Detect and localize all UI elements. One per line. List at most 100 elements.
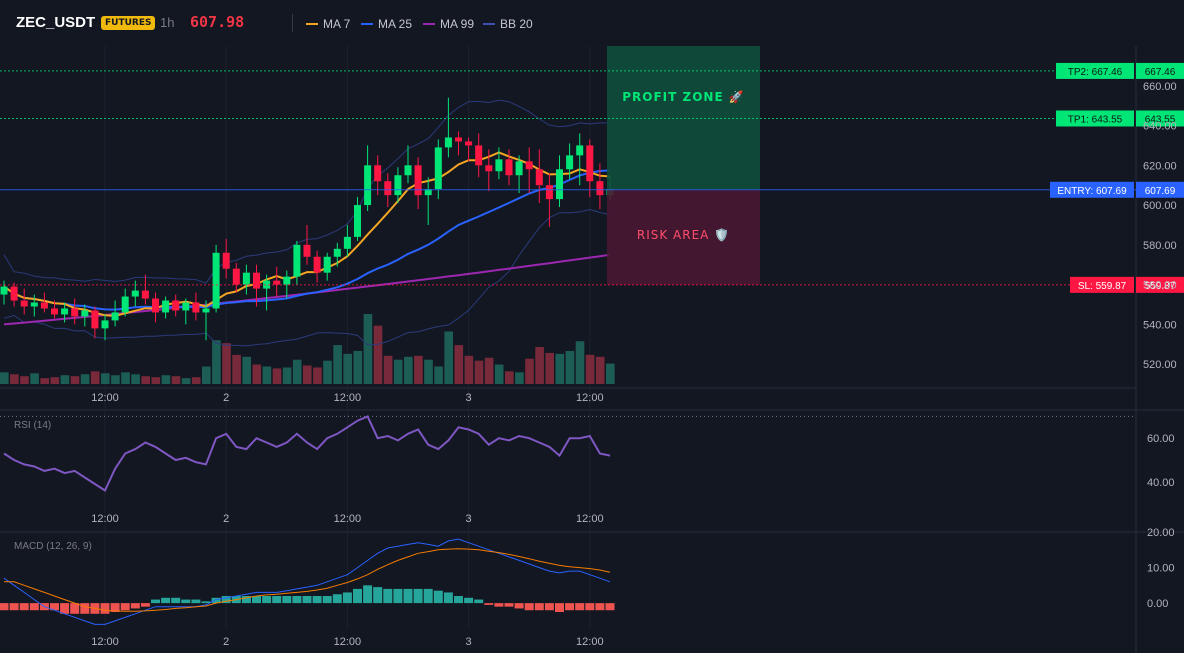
price-tick-label: 640.00	[1143, 121, 1177, 133]
macd-line	[3, 538, 611, 625]
volume-bar	[101, 373, 110, 384]
futures-badge: FUTURES	[101, 16, 156, 30]
volume-bar	[444, 331, 453, 384]
time-tick-label: 12:00	[334, 392, 362, 404]
candle-body	[475, 145, 483, 166]
macd-histogram-bar	[19, 603, 29, 611]
volume-bar	[555, 353, 565, 384]
macd-histogram-bar	[575, 603, 585, 611]
volume-bar	[232, 354, 241, 384]
candle-body	[40, 302, 48, 309]
legend-ma7[interactable]: MA 7	[306, 17, 350, 31]
macd-histogram-bar	[504, 603, 514, 607]
candle-body	[20, 300, 28, 307]
candle-body	[273, 280, 281, 285]
time-tick-label: 12:00	[576, 392, 604, 404]
legend-ma25[interactable]: MA 25	[361, 17, 412, 31]
macd-histogram-bar	[161, 597, 171, 604]
legend-ma99[interactable]: MA 99	[423, 17, 474, 31]
timeframe-label[interactable]: 1h	[160, 15, 175, 30]
volume-bar	[181, 378, 191, 384]
candle-body	[81, 310, 89, 317]
macd-histogram-bar	[282, 596, 292, 604]
macd-histogram-bar	[353, 588, 362, 604]
macd-signal-line	[4, 548, 611, 612]
macd-histogram-bar	[140, 603, 150, 607]
volume-bar	[575, 341, 585, 384]
symbol-name[interactable]: ZEC_USDT	[16, 14, 96, 31]
macd-histogram-bar	[9, 603, 19, 611]
legend-bb20[interactable]: BB 20	[483, 17, 533, 31]
level-tag-label-tp2: TP2: 667.46	[1068, 67, 1123, 78]
macd-histogram-bar	[272, 596, 282, 604]
macd-histogram-bar	[60, 603, 70, 614]
level-tag-entry	[1050, 181, 1134, 198]
time-tick-label: 2	[223, 392, 229, 404]
time-tick-label: 12:00	[334, 636, 362, 648]
candle-body	[465, 141, 473, 146]
legend-bb20-label: BB 20	[500, 17, 533, 31]
candle-body	[596, 181, 604, 196]
candle-body	[162, 300, 170, 313]
candle-body	[51, 308, 58, 315]
price-tick-label: 660.00	[1143, 81, 1177, 93]
volume-bar	[292, 359, 302, 384]
volume-bar	[515, 372, 524, 384]
macd-histogram-bar	[312, 596, 322, 604]
macd-histogram-bar	[110, 603, 120, 612]
macd-tick-label: 20.00	[1147, 527, 1175, 539]
candle-body	[444, 137, 452, 148]
macd-histogram-bar	[0, 603, 9, 611]
volume-bar	[383, 355, 393, 384]
profit-zone-label: PROFIT ZONE 🚀	[622, 90, 745, 104]
macd-histogram-bar	[100, 603, 110, 614]
price-tick-label: 600.00	[1143, 200, 1177, 212]
macd-tick-label: 10.00	[1147, 563, 1175, 575]
volume-bar	[454, 345, 464, 384]
volume-bar	[20, 376, 29, 384]
candle-body	[212, 252, 220, 309]
legend-ma99-label: MA 99	[440, 17, 475, 31]
macd-histogram-bar	[595, 603, 605, 611]
candle-body	[323, 256, 331, 273]
macd-histogram-bar	[332, 594, 342, 604]
candle-body	[152, 298, 159, 313]
ma25-swatch-icon	[361, 23, 373, 25]
volume-bar	[202, 366, 211, 384]
candle-body	[30, 302, 38, 307]
candle-body	[111, 312, 119, 321]
level-price-tag-entry	[1136, 181, 1184, 198]
macd-histogram-bar	[585, 603, 595, 611]
volume-bar	[121, 372, 130, 384]
macd-histogram-bar	[221, 596, 231, 604]
macd-histogram-bar	[484, 603, 494, 605]
volume-bar	[151, 377, 161, 384]
macd-histogram-bar	[454, 596, 463, 604]
candle-body	[10, 286, 18, 301]
volume-bar	[252, 364, 262, 384]
macd-tick-label: 0.00	[1147, 598, 1168, 610]
volume-bar	[343, 353, 352, 384]
macd-histogram-bar	[211, 597, 221, 604]
volume-bar	[303, 365, 312, 384]
volume-bar	[242, 356, 251, 384]
candle-body	[91, 310, 99, 329]
rsi-tick-label: 60.00	[1147, 433, 1175, 445]
candle-body	[364, 165, 372, 206]
candle-body	[586, 145, 594, 182]
volume-bar	[595, 356, 605, 384]
volume-bar	[373, 325, 383, 384]
volume-bar	[565, 350, 575, 384]
volume-bar	[272, 368, 282, 384]
candle-body	[303, 244, 311, 257]
macd-histogram-bar	[443, 592, 453, 604]
candle-body	[71, 308, 79, 317]
level-tag-label-tp1: TP1: 643.55	[1068, 114, 1123, 125]
macd-histogram-bar	[373, 587, 383, 604]
volume-bar	[313, 367, 322, 384]
level-price-tag-sl	[1136, 276, 1184, 293]
candle-body	[182, 302, 190, 311]
header-divider	[292, 14, 293, 32]
volume-bar	[474, 360, 484, 384]
